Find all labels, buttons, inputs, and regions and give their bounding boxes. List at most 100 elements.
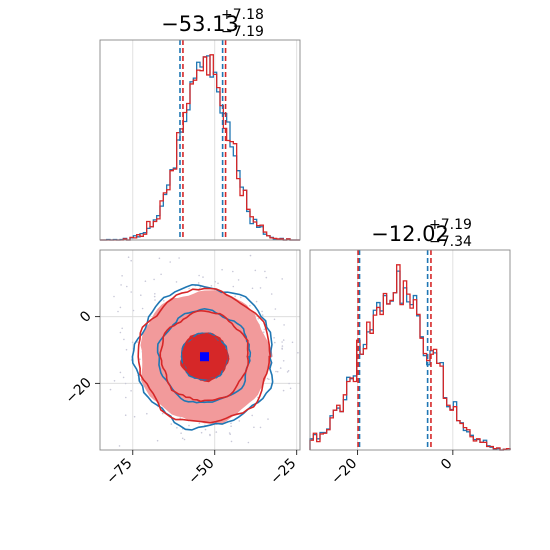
p1-histograms [100,54,300,241]
p3-scatter-point [230,425,232,428]
p3-scatter-point [175,281,178,283]
p3-scatter-point [281,341,283,343]
p3-scatter-point [156,439,159,442]
p2-xtick-label: 0 [438,456,456,474]
p3-scatter-point [268,378,270,381]
p3-scatter-point [237,279,240,281]
p2-x-tick-labels: −20 0 [328,450,456,488]
p3-scatter-point [287,370,290,372]
p3-scatter-point [283,324,285,326]
p3-scatter-point [259,287,262,289]
p3-scatter-point [286,371,289,373]
p3-scatter-point [118,445,121,447]
p3-scatter-point [170,423,173,425]
p3-ytick-label: 0 [77,308,95,326]
p3-scatter-point [188,424,190,427]
p3-xtick-label: −50 [185,456,217,488]
p2-quantile-lines [357,250,432,450]
p3-scatter-point [215,431,218,433]
p3-scatter-point [254,269,257,272]
p3-scatter-point [204,428,207,431]
p3-contour-b-1sigma [182,332,228,380]
p3-scatter-point [230,422,232,425]
p3-scatter-point [163,300,165,302]
p3-scatter-point [109,388,112,391]
p3-scatter-point [158,257,161,260]
p2-title-value: −12.02 [371,222,449,246]
p1-hist-series-a [100,55,300,241]
p3-scatter-point [228,432,231,434]
p2-gridlines [357,250,454,450]
p3-scatter-point [217,282,219,285]
p3-axes-frame [99,249,301,451]
p3-scatter-point [251,287,254,290]
p3-scatter-point [121,275,123,277]
p3-scatter-point [282,360,285,362]
p3-scatter-point [130,259,132,262]
p3-scatter-point [120,284,122,286]
p3-scatter-point [209,433,211,436]
p3-scatter-point [261,314,264,316]
p3-scatter-point [181,437,184,440]
p3-scatter-point [126,285,128,288]
p3-scatter-point [259,426,262,429]
p3-scatter-point [178,257,180,259]
p3-scatter-point [123,338,125,341]
p3-scatter-point [221,268,223,271]
p3-scatter-point [130,291,132,293]
p3-scatter-point [113,295,115,298]
p3-scatter-point [279,367,282,369]
p3-scatter-point [125,348,128,351]
p3-scatter-point [265,276,268,279]
p3-scatter-point [232,285,235,288]
p2-axes-frame [309,249,511,451]
p3-scatter-point [275,370,277,373]
p3-contour-a-3sigma [131,283,274,431]
p1-title-plus: +7.18 [221,7,264,23]
p2-histograms [309,264,511,451]
p3-scatter-point [234,295,236,298]
p3-scatter-point [261,310,263,313]
p1-title: −53.13 [161,12,239,36]
panel-param2-marginal: −20 0 −12.02 +7.19 −7.34 [309,217,511,488]
p3-scatter-point [267,418,269,420]
p2-title-plus: +7.19 [429,217,472,233]
p3-scatter-point [229,433,231,436]
p3-y-tick-labels: 0 −20 [63,308,100,407]
p1-gridlines [132,40,298,240]
p3-scatter-point [270,293,273,295]
p3-scatter-point [183,438,186,441]
p1-axes-frame [99,39,301,241]
p3-scatter-point [119,331,122,334]
p3-scatter-point [274,341,276,344]
p3-scatter-point [197,282,200,284]
p2-title: −12.02 [371,222,449,246]
p3-scatter-point [264,270,266,273]
p3-scatter-point [127,256,130,259]
p3-scatter-point [141,307,144,310]
p3-scatter-point [282,339,285,341]
p3-scatter-point [266,377,269,380]
p1-hist-series-b [100,54,300,241]
p3-scatter-point [140,294,142,297]
p3-scatter-point [198,422,201,425]
p3-scatter-point [274,308,277,310]
p3-scatter-point [125,396,127,399]
p1-quantile-lines [179,40,227,240]
p3-scatter-point [247,441,250,444]
p3-scatter-point [154,299,156,301]
p3-scatter-point [291,341,294,344]
p1-title-value: −53.13 [161,12,239,36]
p3-scatter-point [273,318,276,321]
p3-scatter-point [117,310,119,313]
p3-scatter-point [200,431,203,434]
panel-param1-marginal: −53.13 +7.18 −7.19 [99,7,301,241]
p2-xtick-label: −20 [328,456,360,488]
p3-scatter-point [273,337,275,339]
p3-scatter-point [297,352,299,354]
p3-scatter-point [169,261,171,263]
p3-scatter-point [257,317,260,320]
p3-scatter-point [282,389,285,392]
p3-scatter-point [119,371,122,374]
